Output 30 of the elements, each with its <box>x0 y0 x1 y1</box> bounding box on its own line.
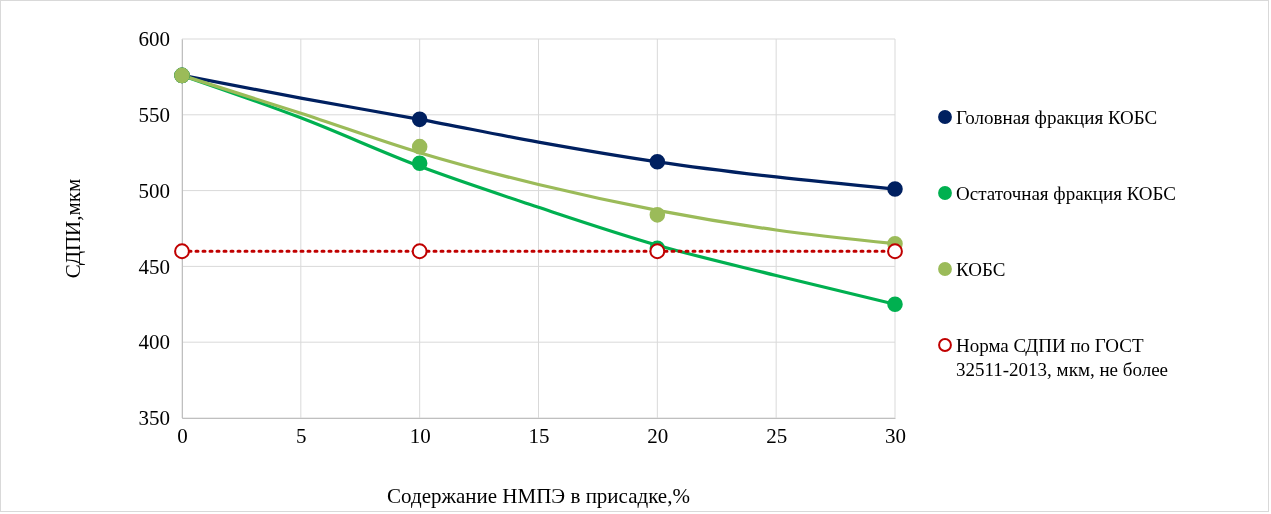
point <box>887 296 903 313</box>
y-tick-label: 350 <box>138 406 170 431</box>
legend-label: КОБС <box>956 259 1006 280</box>
x-axis-title: Содержание НМПЭ в присадке,% <box>387 484 690 508</box>
y-axis-title: СДПИ,мкм <box>61 178 85 279</box>
y-tick-label: 500 <box>138 178 170 203</box>
point <box>411 138 428 155</box>
point <box>649 243 666 260</box>
point <box>887 181 903 197</box>
x-tick-label: 25 <box>766 423 788 448</box>
y-tick-label: 450 <box>138 254 170 279</box>
x-tick-label: 20 <box>647 423 669 448</box>
point <box>411 243 428 260</box>
legend-label: Остаточная фракция КОБС <box>956 183 1177 204</box>
legend-label: Норма СДПИ по ГОСТ 32511-2013, мкм, не более <box>956 335 1169 380</box>
y-tick-label: 550 <box>138 103 170 128</box>
x-tick-label: 5 <box>296 423 307 448</box>
point <box>887 243 903 260</box>
point <box>174 243 190 260</box>
legend-label: Головная фракция КОБС <box>956 107 1158 128</box>
point <box>649 207 666 223</box>
x-tick-label: 0 <box>177 423 188 448</box>
point <box>649 154 666 170</box>
x-tick-label: 15 <box>528 423 550 448</box>
y-tick-label: 400 <box>138 330 170 355</box>
y-tick-label: 600 <box>138 27 170 52</box>
point <box>411 155 428 172</box>
x-tick-label: 30 <box>885 423 906 448</box>
point <box>411 111 428 128</box>
x-tick-label: 10 <box>409 423 431 448</box>
